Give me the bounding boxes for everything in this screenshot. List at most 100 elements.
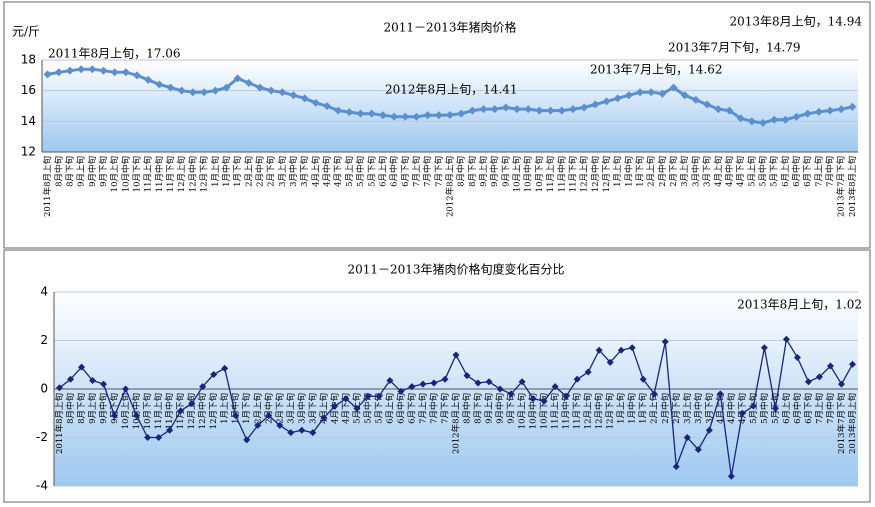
x-tick-label: 2月上旬 [646,156,657,187]
point-marker [298,426,306,434]
point-marker [221,364,229,372]
point-marker [518,378,526,386]
x-tick-label: 10月中旬 [131,393,142,429]
x-tick-label: 6月上旬 [780,156,791,187]
point-marker [781,115,790,124]
point-marker [177,86,186,95]
point-marker [110,68,119,77]
x-tick-label: 2011年8月上旬 [54,393,65,454]
point-marker [397,387,405,395]
x-tick-label: 5月下旬 [373,393,384,424]
point-marker [848,102,857,111]
point-marker [814,107,823,116]
point-marker [244,79,253,87]
x-tick-label: 2月上旬 [243,156,254,187]
y-tick-label: -2 [36,430,48,444]
x-tick-label: 11月上旬 [550,393,561,429]
x-tick-label: 8月下旬 [467,156,478,187]
point-marker [758,118,767,127]
point-marker [647,88,656,97]
point-marker [749,402,757,410]
point-marker [803,109,812,118]
point-marker [584,368,592,376]
point-marker [265,412,273,420]
x-tick-label: 2011年8月上旬 [42,156,53,217]
x-tick-label: 6月中旬 [791,156,802,187]
point-marker [837,105,846,114]
x-tick-label: 8月中旬 [456,156,467,187]
x-tick-label: 4月上旬 [318,393,329,424]
point-marker [568,105,577,114]
point-marker [122,385,130,393]
point-marker [211,86,220,95]
x-tick-label: 2月下旬 [668,156,679,187]
x-tick-label: 3月下旬 [299,156,310,187]
x-tick-label: 8月下旬 [64,156,75,187]
x-tick-label: 9月下旬 [500,156,511,187]
y-tick-label: 14 [21,114,36,128]
point-marker [378,111,387,120]
point-marker [200,88,209,97]
point-marker [658,89,667,98]
point-marker [680,91,689,100]
point-marker [375,392,383,400]
x-tick-label: 4月中旬 [726,393,737,424]
x-tick-label: 4月下旬 [333,156,344,187]
point-marker [672,463,680,471]
x-tick-label: 1月下旬 [232,156,243,187]
point-marker [111,412,119,420]
x-tick-label: 6月下旬 [406,393,417,424]
annotation: 2013年8月上旬，1.02 [737,298,862,312]
x-tick-label: 11月中旬 [561,393,572,429]
x-tick-label: 9月中旬 [489,156,500,187]
point-marker [848,360,856,368]
point-marker [99,66,108,75]
y-tick-label: 16 [21,83,36,97]
x-tick-label: 2月中旬 [263,393,274,424]
x-tick-label: 5月上旬 [344,156,355,187]
point-marker [100,380,108,388]
point-marker [546,106,555,115]
point-marker [446,111,454,120]
point-marker [457,109,466,118]
x-tick-label: 4月中旬 [724,156,735,187]
point-marker [468,106,477,115]
point-marker [513,105,522,114]
x-tick-label: 4月下旬 [737,393,748,424]
x-tick-label: 12月中旬 [594,393,605,429]
x-tick-label: 3月中旬 [296,393,307,424]
point-marker [557,106,566,115]
x-tick-label: 12月下旬 [601,156,612,192]
x-tick-label: 7月中旬 [825,156,836,187]
x-tick-label: 2012年8月上旬 [445,156,456,217]
x-tick-label: 3月上旬 [679,156,690,187]
x-tick-label: 12月上旬 [186,393,197,429]
x-tick-label: 10月下旬 [539,393,550,429]
x-tick-label: 6月中旬 [395,393,406,424]
point-marker [683,434,691,441]
point-marker [474,379,482,387]
x-tick-label: 4月下旬 [735,156,746,187]
point-marker [401,112,410,121]
point-marker [408,383,416,391]
x-tick-label: 12月中旬 [187,156,198,192]
annotation: 2011年8月上旬，17.06 [48,47,181,61]
point-marker [703,100,712,109]
x-tick-label: 5月下旬 [769,156,780,187]
x-tick-label: 6月中旬 [389,156,400,187]
x-tick-label: 3月上旬 [285,393,296,424]
y-tick-label: 2 [40,333,48,347]
point-marker [529,395,537,403]
y-tick-label: 4 [40,285,48,299]
point-marker [320,414,328,422]
point-marker [496,385,504,393]
x-tick-label: 9月下旬 [98,156,109,187]
x-tick-label: 10月上旬 [517,393,528,429]
point-marker [595,346,603,354]
point-marker [792,112,801,121]
point-marker [144,434,152,441]
x-tick-label: 5月中旬 [759,393,770,424]
point-marker [300,94,309,103]
x-tick-label: 1月上旬 [210,156,221,187]
